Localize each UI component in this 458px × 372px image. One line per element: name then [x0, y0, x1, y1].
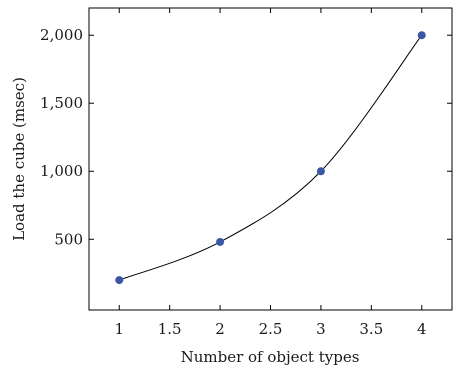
- series-line: [119, 34, 423, 281]
- y-tick-label: 1,000: [40, 162, 83, 180]
- x-tick-label: 2.5: [259, 320, 283, 338]
- x-tick-label: 3.5: [359, 320, 383, 338]
- data-point: [216, 237, 225, 246]
- x-axis-ticks: 1 1.5 2 2.5 3 3.5 4: [114, 8, 427, 338]
- x-tick-label: 1: [114, 320, 124, 338]
- y-tick-label: 1,500: [40, 94, 83, 112]
- x-tick-label: 1.5: [158, 320, 182, 338]
- data-point: [316, 167, 325, 176]
- y-tick-label: 2,000: [40, 26, 83, 44]
- x-tick-label: 2: [215, 320, 225, 338]
- plot-frame: [88, 7, 453, 311]
- series-layer: [115, 31, 426, 285]
- y-axis-title: Load the cube (msec): [10, 77, 28, 241]
- data-point: [417, 31, 426, 40]
- x-axis-title: Number of object types: [181, 348, 360, 366]
- x-tick-label: 3: [316, 320, 326, 338]
- y-tick-label: 500: [54, 230, 83, 248]
- y-axis-ticks: 500 1,000 1,500 2,000: [40, 26, 452, 248]
- data-point: [115, 276, 124, 285]
- x-tick-label: 4: [417, 320, 427, 338]
